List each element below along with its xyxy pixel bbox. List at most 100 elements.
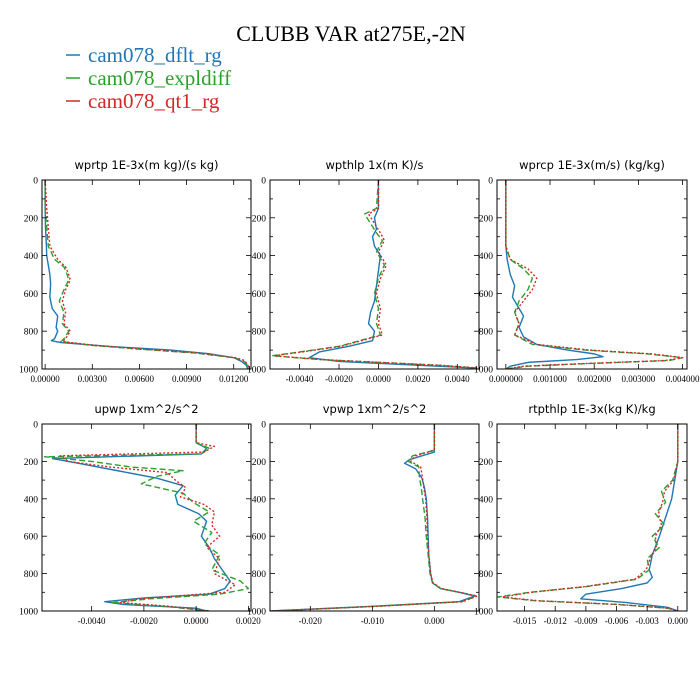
x-tick-label: 0.001000 [533,374,567,384]
panel-1: wprtp 1E-3x(m kg)/(s kg) 0 200 400 600 800 100… [19,158,252,384]
y-tick-label: 0 [33,177,38,187]
y-tick-label: 200 [24,214,39,224]
series-line-cam078_dflt_rg [270,424,476,611]
y-tick-label: 600 [24,533,39,543]
panel-5: vpwp 1xm^2/s^2 0 200 400 600 800 1000 -0.020 -0.… [247,402,480,626]
panel-title: wprcp 1E-3x(m/s) (kg/kg) [519,158,665,172]
x-tick-label: 0.004000 [666,374,700,384]
x-tick-label: 0.00900 [172,374,202,384]
x-tick-label: -0.0020 [130,616,158,626]
x-tick-label: -0.003 [636,616,660,626]
plot-frame [269,179,480,370]
y-tick-label: 0 [261,421,266,431]
series-line-cam078_qt1_rg [501,424,679,611]
x-tick-label: 0.0020 [236,616,261,626]
series-line-cam078_dflt_rg [308,180,478,369]
x-tick-label: 0.003000 [622,374,656,384]
y-tick-label: 1000 [19,366,38,376]
y-tick-label: 0 [488,421,493,431]
y-tick-label: 800 [252,570,267,580]
x-tick-label: -0.015 [513,616,537,626]
plot-frame [269,423,480,612]
x-tick-label: -0.0040 [286,374,314,384]
series-line-cam078_expldiff [44,180,251,369]
legend-entry-dflt: cam078_dflt_rg [66,43,222,67]
x-tick-label: -0.0020 [325,374,353,384]
y-tick-label: 200 [24,458,39,468]
y-tick-label: 400 [479,495,494,505]
series-line-cam078_expldiff [43,424,250,611]
y-tick-label: 400 [252,495,267,505]
series-line-cam078_qt1_rg [59,424,237,611]
panel-title: wpthlp 1x(m K)/s [325,158,423,172]
y-tick-label: 400 [252,252,267,262]
x-tick-label: -0.006 [605,616,629,626]
x-tick-label: 0.000000 [489,374,523,384]
y-tick-label: 800 [479,570,494,580]
x-tick-label: -0.009 [574,616,598,626]
y-tick-label: 800 [252,328,267,338]
series-line-cam078_expldiff [505,180,684,369]
x-tick-label: 0.00000 [31,374,61,384]
y-tick-label: 200 [252,214,267,224]
y-tick-label: 200 [252,458,267,468]
legend-entry-qt1: cam078_qt1_rg [66,89,220,113]
legend-label-dflt: cam078_dflt_rg [88,43,222,67]
x-tick-label: 0.0000 [184,616,209,626]
plot-frame [41,423,252,612]
panel-title: wprtp 1E-3x(m kg)/(s kg) [75,158,219,172]
y-tick-label: 1000 [247,366,266,376]
x-tick-label: 0.002000 [577,374,611,384]
legend: cam078_dflt_rg cam078_expldiff cam078_qt… [66,43,231,113]
y-tick-label: 800 [479,328,494,338]
series-line-cam078_qt1_rg [505,180,684,369]
x-tick-label: 0.0040 [445,374,470,384]
x-tick-label: 0.00300 [78,374,108,384]
panel-title: rtpthlp 1E-3x(kg K)/kg [528,402,655,416]
figure-title: CLUBB VAR at275E,-2N [236,21,466,46]
series-line-cam078_expldiff [497,424,679,611]
series-line-cam078_qt1_rg [271,424,478,611]
y-tick-label: 0 [33,421,38,431]
y-tick-label: 600 [252,533,267,543]
y-tick-label: 0 [261,177,266,187]
y-tick-label: 400 [479,252,494,262]
panels: wprtp 1E-3x(m kg)/(s kg) 0 200 400 600 800 100… [19,158,700,626]
panel-4: upwp 1xm^2/s^2 0 200 400 600 800 1000 -0.0040 -0… [19,402,261,626]
x-tick-label: -0.020 [299,616,323,626]
x-tick-label: -0.012 [544,616,567,626]
y-tick-label: 200 [479,458,494,468]
y-tick-label: 800 [24,328,39,338]
series-line-cam078_dflt_rg [505,180,604,369]
x-tick-label: -0.010 [361,616,385,626]
panel-title: vpwp 1xm^2/s^2 [323,402,427,416]
x-tick-label: 0.0000 [366,374,391,384]
x-tick-label: -0.0040 [78,616,106,626]
y-tick-label: 400 [24,252,39,262]
x-tick-label: 0.000 [668,616,689,626]
y-tick-label: 800 [24,570,39,580]
x-tick-label: 0.000 [424,616,445,626]
y-tick-label: 600 [479,533,494,543]
panel-6: rtpthlp 1E-3x(kg K)/kg 0 200 400 600 800 1000 -… [474,402,688,626]
panel-3: wprcp 1E-3x(m/s) (kg/kg) 0 200 400 600 800 100… [474,158,700,384]
y-tick-label: 1000 [247,608,266,618]
y-tick-label: 1000 [474,608,493,618]
y-tick-label: 600 [24,290,39,300]
series-line-cam078_expldiff [271,180,478,369]
x-tick-label: 0.0020 [406,374,431,384]
y-tick-label: 0 [488,177,493,187]
x-tick-label: 0.00600 [125,374,155,384]
series-line-cam078_dflt_rg [44,180,249,369]
y-tick-label: 1000 [474,366,493,376]
legend-entry-expldiff: cam078_expldiff [66,66,231,90]
series-line-cam078_qt1_rg [44,180,251,369]
series-line-cam078_expldiff [273,424,478,611]
series-line-cam078_dflt_rg [580,424,679,611]
y-tick-label: 400 [24,495,39,505]
y-tick-label: 600 [479,290,494,300]
y-tick-label: 600 [252,290,267,300]
series-line-cam078_qt1_rg [273,180,479,369]
legend-label-expldiff: cam078_expldiff [88,66,231,90]
